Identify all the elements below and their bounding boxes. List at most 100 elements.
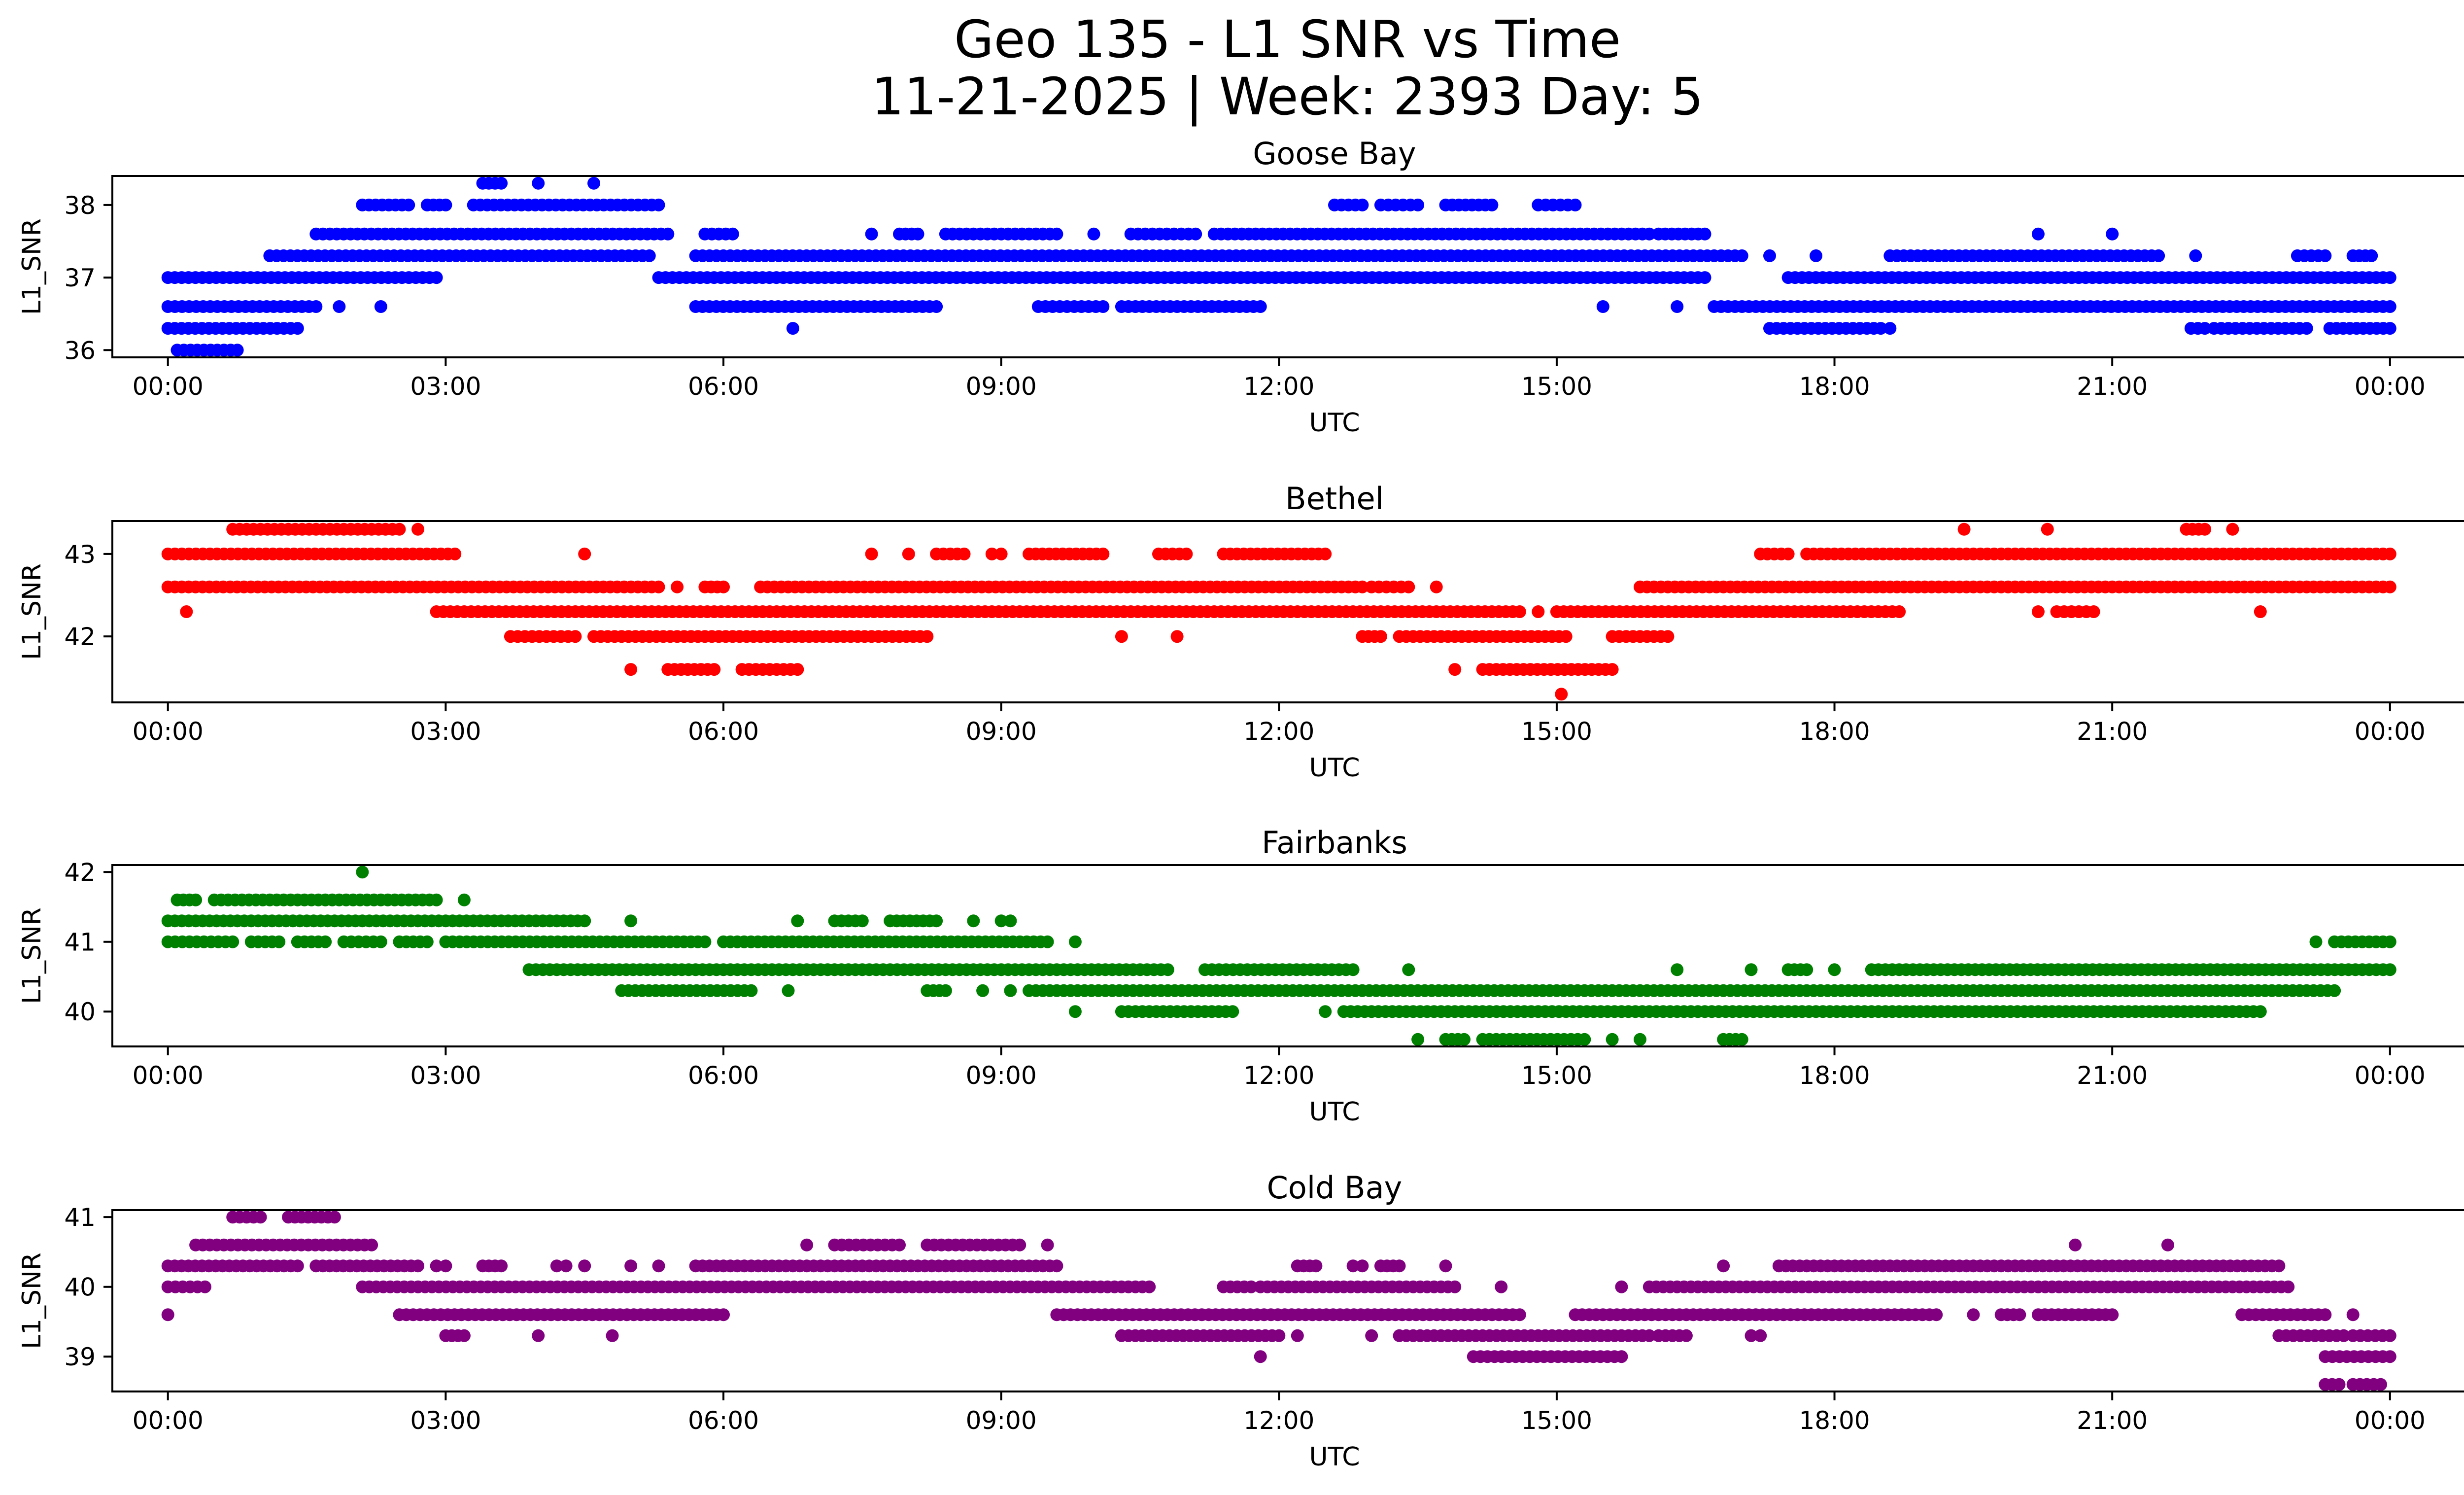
data-point [698, 935, 712, 948]
panel-goose-bay: 00:00 03:00 06:00 09:00 12:00 15:00 18:00 21:00… [17, 136, 2464, 438]
data-point [1698, 227, 1711, 241]
data-point [786, 322, 799, 335]
data-point [1745, 963, 1758, 976]
data-point [1513, 1308, 1526, 1321]
data-point [1781, 547, 1795, 560]
data-point [902, 547, 915, 560]
data-point [374, 935, 387, 948]
data-point [1578, 1033, 1591, 1046]
data-point [180, 605, 193, 618]
data-point [985, 547, 998, 560]
x-tick-label: 00:00 [133, 1406, 204, 1435]
x-tick-label: 15:00 [1521, 1061, 1592, 1090]
data-point [958, 547, 971, 560]
data-point [1004, 984, 1017, 997]
data-point [1365, 1329, 1378, 1342]
data-point [2383, 271, 2396, 284]
data-point [1319, 547, 1332, 560]
x-tick-label: 00:00 [2355, 717, 2426, 746]
plot-frame-bethel [111, 520, 2464, 703]
data-point [1180, 547, 1193, 560]
data-point [1096, 300, 1110, 313]
data-point [1671, 963, 1684, 976]
data-point [569, 630, 582, 643]
data-point [2254, 1005, 2267, 1018]
x-tick-label: 09:00 [966, 372, 1037, 401]
x-tick-label: 06:00 [688, 372, 759, 401]
data-point [1096, 547, 1110, 560]
y-tick-label: 41 [64, 928, 96, 957]
data-point [2087, 605, 2100, 618]
data-point [1967, 1308, 1980, 1321]
figure-title-line-1: Geo 135 - L1 SNR vs Time [954, 9, 1621, 70]
data-point [652, 198, 665, 211]
data-point [578, 547, 591, 560]
data-point [2346, 1308, 2360, 1321]
data-point [319, 935, 332, 948]
data-point [226, 935, 240, 948]
data-point [587, 176, 600, 190]
x-tick-label: 18:00 [1799, 717, 1870, 746]
plot-frame-goose-bay [111, 175, 2464, 358]
data-point [2383, 935, 2396, 948]
data-point [1319, 1005, 1332, 1018]
plot-frame-cold-bay [111, 1209, 2464, 1392]
x-tick-label: 00:00 [133, 1061, 204, 1090]
data-point [2198, 522, 2212, 536]
data-point [800, 1238, 814, 1252]
data-point [365, 1238, 378, 1252]
data-point [782, 984, 795, 997]
data-point [1671, 300, 1684, 313]
x-tick-label: 00:00 [2355, 1406, 2426, 1435]
data-point [2383, 1329, 2396, 1342]
data-point [726, 227, 739, 241]
data-point [1754, 1329, 1767, 1342]
data-point [2031, 227, 2045, 241]
data-point [1041, 935, 1054, 948]
panel-bethel: 00:00 03:00 06:00 09:00 12:00 15:00 18:00 21:00… [17, 481, 2464, 783]
data-point [652, 1259, 665, 1273]
x-tick-label: 06:00 [688, 717, 759, 746]
data-point [439, 1259, 452, 1273]
data-point [2161, 1238, 2174, 1252]
data-point [411, 1259, 424, 1273]
data-point [2041, 522, 2054, 536]
x-axis-label: UTC [1309, 1097, 1360, 1127]
data-point [893, 1238, 906, 1252]
data-point [1346, 1259, 1360, 1273]
data-point [1615, 1280, 1628, 1293]
data-point [1226, 1005, 1239, 1018]
x-tick-label: 06:00 [688, 1061, 759, 1090]
data-point [1661, 630, 1675, 643]
data-point [1957, 522, 1971, 536]
x-tick-label: 03:00 [410, 1406, 481, 1435]
data-point [273, 935, 286, 948]
data-point [2198, 322, 2212, 335]
x-tick-label: 12:00 [1243, 717, 1314, 746]
data-point [717, 580, 730, 593]
data-point [578, 914, 591, 928]
data-point [1402, 963, 1415, 976]
data-point [374, 300, 387, 313]
y-tick-label: 38 [64, 191, 96, 220]
data-point [430, 893, 443, 906]
data-point [2106, 227, 2119, 241]
data-point [439, 198, 452, 211]
data-point [1254, 1350, 1267, 1363]
data-point [2013, 1308, 2026, 1321]
data-point [356, 866, 369, 879]
data-point [1485, 198, 1499, 211]
y-tick-label: 40 [64, 998, 96, 1026]
data-point [457, 893, 471, 906]
data-point [2031, 605, 2045, 618]
data-point [1495, 1280, 1508, 1293]
data-point [430, 271, 443, 284]
data-point [1143, 1280, 1156, 1293]
data-point [1930, 1308, 1943, 1321]
data-point [430, 1259, 443, 1273]
data-point [1356, 198, 1369, 211]
data-point [939, 984, 952, 997]
data-point [624, 663, 638, 676]
data-point [1559, 630, 1573, 643]
